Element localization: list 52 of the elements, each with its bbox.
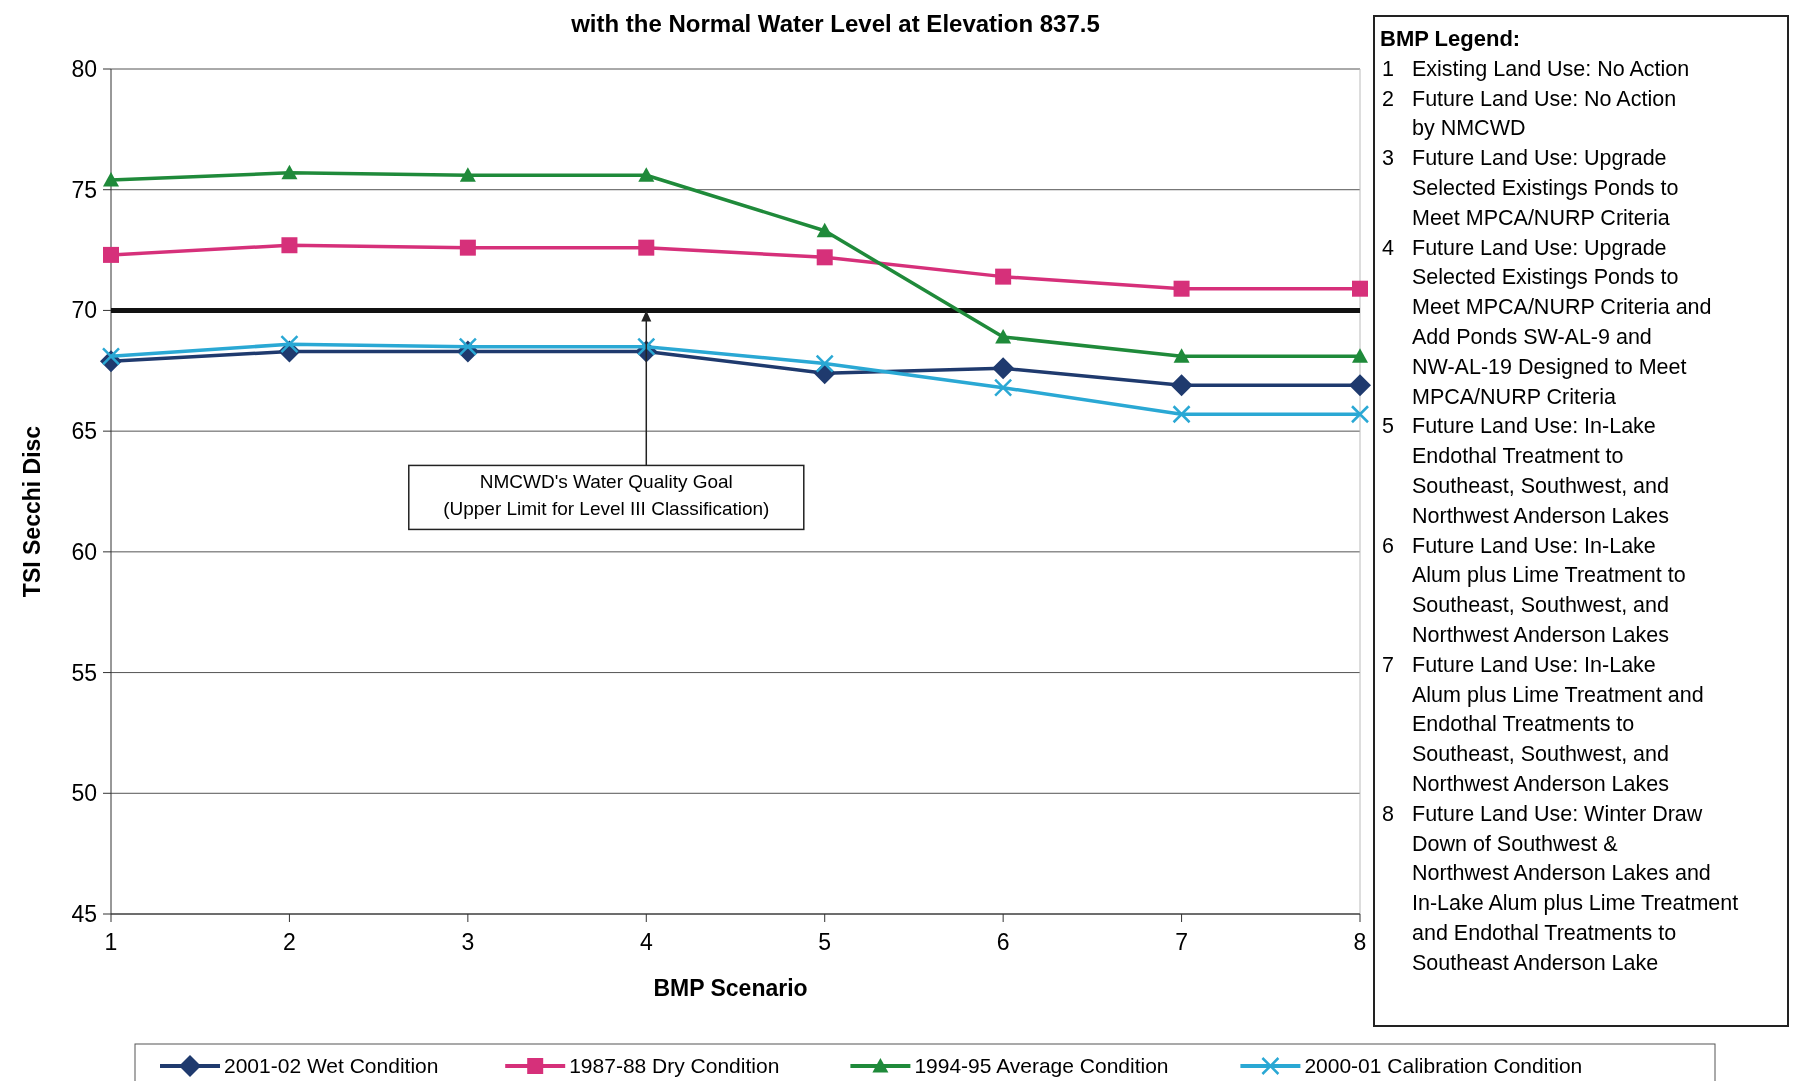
- y-tick-label: 50: [71, 780, 97, 807]
- x-axis-title: BMP Scenario: [653, 975, 808, 1001]
- legend-label: 1987-88 Dry Condition: [569, 1054, 780, 1078]
- point: [816, 222, 833, 238]
- point: [993, 378, 1013, 397]
- point: [1172, 404, 1191, 424]
- point: [815, 354, 834, 373]
- point: [995, 268, 1012, 285]
- legend-label: 2000-01 Calibration Condition: [1304, 1054, 1583, 1078]
- point: [103, 246, 119, 263]
- point: [1352, 280, 1368, 297]
- point: [637, 337, 656, 356]
- point: [1349, 374, 1371, 397]
- point: [103, 172, 119, 187]
- point: [1350, 404, 1370, 424]
- y-axis-title: TSI Secchi Disc: [19, 425, 45, 598]
- y-tick-label: 60: [71, 538, 97, 565]
- y-tick-label: 45: [71, 901, 97, 928]
- point: [101, 347, 121, 366]
- point: [458, 337, 478, 356]
- point: [1173, 348, 1190, 363]
- annotation: NMCWD's Water Quality Goal (Upper Limit for Level III Classification): [443, 471, 770, 520]
- legend-label: 2001-02 Wet Condition: [224, 1054, 439, 1078]
- chart-title: with the Normal Water Level at Elevation 837.5: [570, 10, 1100, 37]
- point: [1352, 348, 1368, 363]
- point: [992, 357, 1015, 380]
- x-tick-label: 2: [283, 929, 296, 955]
- point: [638, 239, 655, 256]
- y-tick-label: 75: [71, 176, 97, 203]
- point: [281, 164, 298, 180]
- point: [280, 334, 299, 354]
- point: [1170, 374, 1193, 397]
- y-tick-label: 80: [71, 56, 97, 83]
- point: [1173, 280, 1190, 297]
- x-tick-label: 1: [104, 929, 118, 955]
- point: [816, 249, 833, 266]
- x-tick-label: 6: [996, 929, 1010, 955]
- x-tick-label: 5: [818, 929, 832, 955]
- point: [459, 239, 476, 256]
- x-tick-label: 4: [639, 929, 653, 955]
- x-tick-label: 7: [1175, 929, 1188, 955]
- y-tick-label: 55: [71, 659, 97, 686]
- legend-label: 1994-95 Average Condition: [914, 1054, 1169, 1078]
- y-tick-label: 70: [71, 297, 97, 324]
- point: [281, 237, 298, 254]
- x-tick-label: 3: [461, 929, 475, 955]
- point: [995, 328, 1012, 344]
- x-tick-label: 8: [1353, 929, 1367, 955]
- y-tick-label: 65: [71, 418, 97, 445]
- point: [638, 167, 655, 182]
- point: [459, 167, 476, 182]
- text: BMP Legend: 1 Existing Land Use: No Action 2 Future Land Use: No Action by NMCWD 3 Future Land Use: Upgrade Selected Existings Ponds to Meet MPCA/NURP Criteria 4 Future Land Use: Upgrade Selected Existings Ponds to Meet MPCA/NURP Criteria and Add Ponds SW-AL-9 and NW-AL-19 Designed to Meet MPCA/NURP Criteria 5 Future Land Use: In-Lake Endothal Treatment to Southeast, Southwest, and Northwest Anderson Lakes 6 Future Land Use: In-Lake Alum plus Lime Treatment to Southeast, Southwest, and Northwest Anderson Lakes 7 Future Land Use: In-Lake Alum plus Lime Treatment and Endothal Treatments to Southeast, Southwest, and Northwest Anderson Lakes 8 Future Land Use: Winter Draw Down of Southwest & Northwest Anderson Lakes and In-Lake Alum plus Lime Treatment and Endothal Treatments to Southeast Anderson Lake: [1380, 26, 1739, 975]
